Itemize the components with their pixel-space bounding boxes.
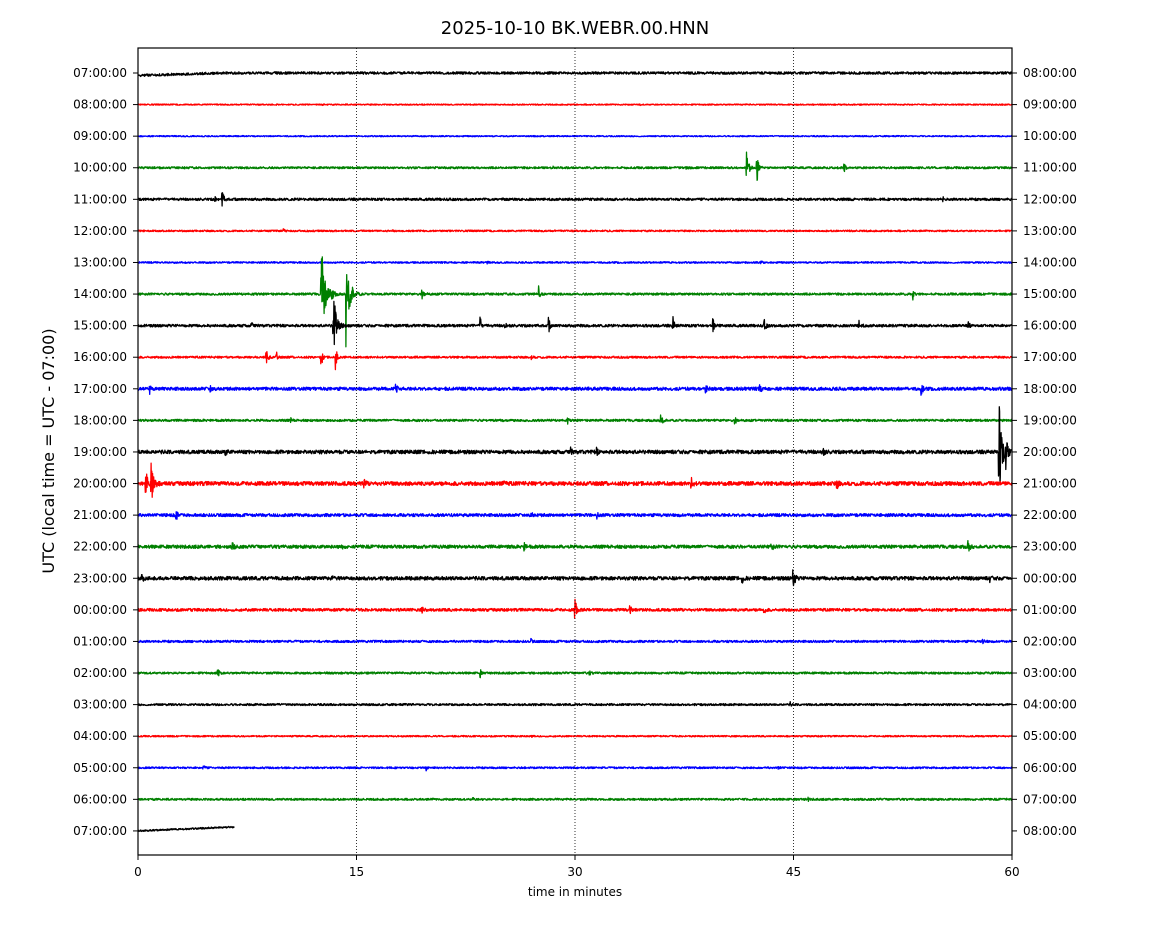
x-tick-label: 60 (1004, 865, 1019, 879)
left-axis: 07:00:00 08:00:00 09:00:00 10:00:00 11:00:00… (73, 66, 138, 838)
y-tick-label-left: 05:00:00 (73, 761, 127, 775)
y-tick-label-left: 11:00:00 (73, 192, 127, 206)
y-tick-label-right: 08:00:00 (1023, 66, 1077, 80)
y-tick-label-left: 02:00:00 (73, 666, 127, 680)
y-tick-label-left: 19:00:00 (73, 445, 127, 459)
trace-line (137, 701, 1013, 707)
y-tick-label-left: 08:00:00 (73, 98, 127, 112)
y-tick-label-left: 12:00:00 (73, 224, 127, 238)
trace-line (137, 669, 1013, 679)
y-tick-label-left: 22:00:00 (73, 540, 127, 554)
y-tick-label-left: 13:00:00 (73, 255, 127, 269)
trace-line (137, 414, 1013, 425)
y-tick-label-right: 12:00:00 (1023, 192, 1077, 206)
y-tick-label-right: 16:00:00 (1023, 319, 1077, 333)
y-tick-label-right: 04:00:00 (1023, 698, 1077, 712)
x-tick-label: 45 (786, 865, 801, 879)
chart-title: 2025-10-10 BK.WEBR.00.HNN (441, 18, 709, 39)
y-tick-label-left: 23:00:00 (73, 571, 127, 585)
trace-line (137, 151, 1013, 181)
y-tick-label-right: 00:00:00 (1023, 571, 1077, 585)
y-tick-label-right: 10:00:00 (1023, 129, 1077, 143)
y-tick-label-right: 19:00:00 (1023, 413, 1077, 427)
y-tick-label-right: 21:00:00 (1023, 477, 1077, 491)
grid-lines (356, 48, 794, 855)
y-tick-label-left: 09:00:00 (73, 129, 127, 143)
trace-line (137, 734, 1013, 738)
y-tick-label-right: 08:00:00 (1023, 824, 1077, 838)
y-tick-label-left: 01:00:00 (73, 634, 127, 648)
y-tick-label-left: 03:00:00 (73, 698, 127, 712)
x-tick-label: 30 (567, 865, 582, 879)
x-axis-label: time in minutes (528, 885, 622, 899)
y-tick-label-left: 15:00:00 (73, 319, 127, 333)
y-tick-label-left: 10:00:00 (73, 161, 127, 175)
trace-line (137, 765, 1013, 772)
trace-line (137, 598, 1013, 619)
trace-line (137, 71, 1013, 78)
y-tick-label-right: 05:00:00 (1023, 729, 1077, 743)
y-tick-label-right: 02:00:00 (1023, 634, 1077, 648)
trace-line (137, 300, 1013, 346)
y-tick-label-right: 07:00:00 (1023, 792, 1077, 806)
trace-line (137, 825, 235, 833)
trace-line (137, 637, 1013, 645)
trace-line (137, 260, 1013, 265)
y-tick-label-right: 17:00:00 (1023, 350, 1077, 364)
y-tick-label-right: 09:00:00 (1023, 98, 1077, 112)
x-tick-label: 15 (349, 865, 364, 879)
y-tick-label-right: 11:00:00 (1023, 161, 1077, 175)
y-tick-label-left: 04:00:00 (73, 729, 127, 743)
y-tick-label-left: 20:00:00 (73, 477, 127, 491)
trace-line (137, 796, 1013, 803)
y-tick-label-left: 07:00:00 (73, 824, 127, 838)
right-axis: 08:00:00 09:00:00 10:00:00 11:00:00 12:00:00… (1012, 66, 1077, 838)
y-axis-label: UTC (local time = UTC - 07:00) (39, 328, 58, 573)
trace-line (137, 383, 1013, 396)
y-tick-label-right: 18:00:00 (1023, 382, 1077, 396)
y-tick-label-left: 14:00:00 (73, 287, 127, 301)
trace-line (137, 228, 1013, 233)
y-tick-label-left: 00:00:00 (73, 603, 127, 617)
trace-line (137, 539, 1013, 552)
y-tick-label-left: 17:00:00 (73, 382, 127, 396)
trace-line (137, 103, 1013, 107)
y-tick-label-right: 20:00:00 (1023, 445, 1077, 459)
y-tick-label-right: 03:00:00 (1023, 666, 1077, 680)
y-tick-label-right: 01:00:00 (1023, 603, 1077, 617)
y-tick-label-right: 13:00:00 (1023, 224, 1077, 238)
trace-line (137, 406, 1013, 484)
y-tick-label-left: 16:00:00 (73, 350, 127, 364)
trace-line (137, 192, 1013, 207)
trace-line (137, 569, 1013, 587)
y-tick-label-right: 06:00:00 (1023, 761, 1077, 775)
y-tick-label-left: 07:00:00 (73, 66, 127, 80)
x-axis: 0 15 30 45 60 (134, 855, 1020, 879)
y-tick-label-right: 22:00:00 (1023, 508, 1077, 522)
y-tick-label-right: 14:00:00 (1023, 255, 1077, 269)
y-tick-label-left: 06:00:00 (73, 792, 127, 806)
y-tick-label-left: 21:00:00 (73, 508, 127, 522)
y-tick-label-right: 23:00:00 (1023, 540, 1077, 554)
x-tick-label: 0 (134, 865, 142, 879)
y-tick-label-left: 18:00:00 (73, 413, 127, 427)
y-tick-label-right: 15:00:00 (1023, 287, 1077, 301)
trace-line (137, 511, 1013, 520)
